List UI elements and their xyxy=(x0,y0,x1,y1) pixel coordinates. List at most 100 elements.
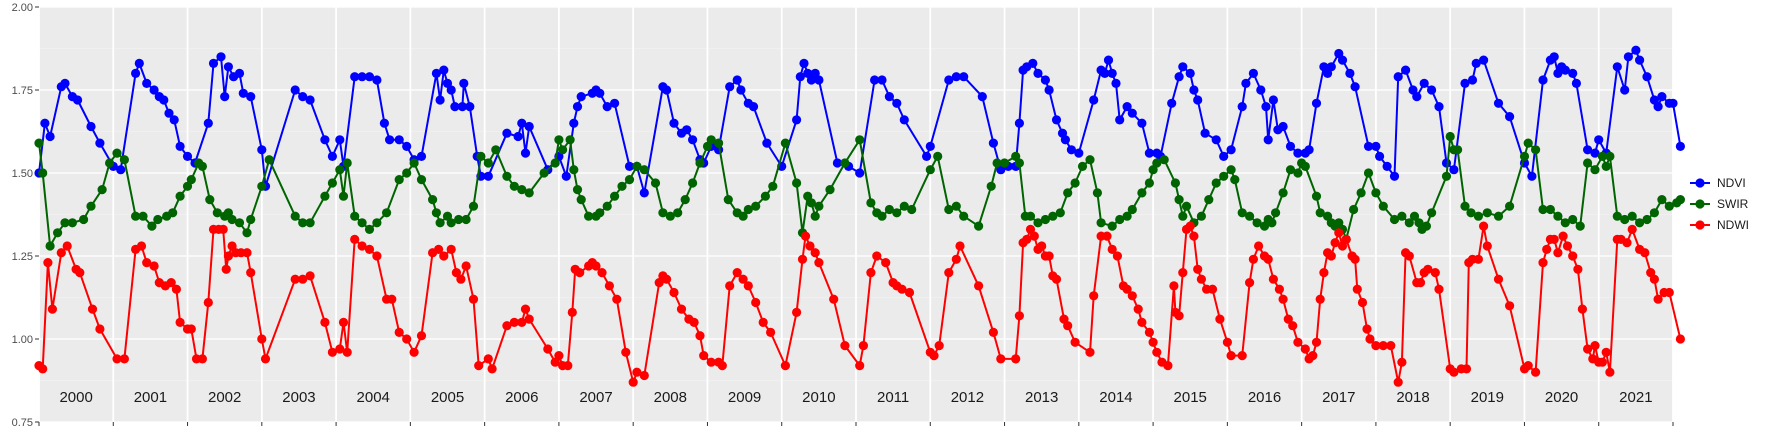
data-point-ndvi xyxy=(520,148,531,158)
data-point-swir xyxy=(738,211,748,221)
data-point-swir xyxy=(639,165,649,175)
data-point-swir xyxy=(1389,214,1400,225)
data-point-ndvi xyxy=(1144,148,1154,158)
data-point-swir xyxy=(1597,151,1607,161)
data-point-ndvi xyxy=(394,135,404,145)
data-point-swir xyxy=(1178,211,1188,221)
data-point-ndwi xyxy=(112,354,122,364)
data-point-swir xyxy=(1293,168,1303,178)
data-point-ndvi xyxy=(1304,145,1314,155)
data-point-ndvi xyxy=(175,141,185,151)
data-point-ndwi xyxy=(1011,354,1021,364)
data-point-ndwi xyxy=(1404,251,1414,261)
data-point-swir xyxy=(491,145,501,155)
data-point-ndvi xyxy=(799,58,809,68)
year-label: 2019 xyxy=(1471,389,1504,406)
data-point-swir xyxy=(1664,201,1674,211)
data-point-swir xyxy=(446,218,456,228)
data-point-ndvi xyxy=(450,102,460,112)
data-point-ndvi xyxy=(298,92,308,102)
data-point-ndwi xyxy=(695,331,705,341)
data-point-ndwi xyxy=(1558,231,1568,241)
data-point-swir xyxy=(34,138,44,148)
data-point-ndvi xyxy=(513,131,523,142)
data-point-ndwi xyxy=(520,304,531,314)
data-point-ndwi xyxy=(1222,337,1232,347)
data-point-swir xyxy=(825,185,835,195)
data-point-ndvi xyxy=(149,85,159,95)
data-point-ndwi xyxy=(372,251,382,261)
data-point-ndwi xyxy=(1627,224,1637,234)
data-point-swir xyxy=(602,201,612,211)
data-point-ndwi xyxy=(1215,314,1225,324)
data-point-swir xyxy=(1226,165,1236,175)
data-point-swir xyxy=(706,135,716,145)
data-point-swir xyxy=(550,158,560,168)
data-point-swir xyxy=(1159,155,1169,165)
year-label: 2006 xyxy=(505,389,538,406)
data-point-swir xyxy=(468,201,479,211)
data-point-ndwi xyxy=(743,281,753,291)
data-point-swir xyxy=(1583,158,1593,168)
data-point-swir xyxy=(431,208,441,218)
data-point-swir xyxy=(1196,211,1206,221)
data-point-swir xyxy=(320,191,330,201)
data-point-swir xyxy=(372,218,382,228)
data-point-ndvi xyxy=(892,98,902,108)
data-point-ndwi xyxy=(1133,304,1143,314)
legend-label: SWIR xyxy=(1717,197,1749,211)
data-point-ndwi xyxy=(1553,248,1563,258)
data-point-swir xyxy=(792,178,802,188)
data-point-ndwi xyxy=(1196,274,1206,284)
data-point-ndwi xyxy=(725,281,735,291)
data-point-ndvi xyxy=(899,115,909,125)
data-point-ndvi xyxy=(1241,78,1251,88)
data-point-ndwi xyxy=(357,241,367,251)
data-point-swir xyxy=(974,221,984,231)
data-point-swir xyxy=(67,218,77,228)
data-point-swir xyxy=(1252,218,1262,228)
data-point-ndvi xyxy=(1493,98,1504,108)
data-point-ndwi xyxy=(632,367,642,377)
data-point-swir xyxy=(1144,178,1154,188)
data-point-ndvi xyxy=(305,95,315,105)
data-point-ndwi xyxy=(738,274,748,284)
data-point-ndvi xyxy=(1189,85,1199,95)
data-point-ndvi xyxy=(40,118,50,128)
data-point-ndvi xyxy=(1479,55,1489,65)
data-point-ndwi xyxy=(1085,347,1095,357)
year-label: 2018 xyxy=(1396,389,1429,406)
data-point-swir xyxy=(483,158,493,168)
data-point-ndwi xyxy=(1102,231,1112,241)
data-point-ndvi xyxy=(1668,98,1678,108)
data-point-swir xyxy=(1137,188,1147,198)
data-point-ndvi xyxy=(73,95,83,105)
data-point-ndwi xyxy=(1278,294,1288,304)
data-point-ndwi xyxy=(1397,357,1407,367)
data-point-swir xyxy=(1271,208,1281,218)
data-point-swir xyxy=(246,214,256,225)
data-point-ndvi xyxy=(688,135,698,145)
data-point-ndvi xyxy=(416,151,427,161)
data-point-ndwi xyxy=(996,354,1006,364)
year-label: 2020 xyxy=(1545,389,1578,406)
data-point-swir xyxy=(1675,195,1685,205)
year-label: 2007 xyxy=(579,389,612,406)
data-point-swir xyxy=(1048,211,1058,221)
data-point-ndwi xyxy=(1248,254,1258,264)
data-point-swir xyxy=(461,214,471,225)
data-point-ndwi xyxy=(87,304,98,314)
data-point-ndwi xyxy=(242,248,252,258)
data-point-ndvi xyxy=(1623,52,1633,62)
data-point-ndwi xyxy=(364,244,375,254)
data-point-ndvi xyxy=(1393,72,1403,82)
data-point-ndvi xyxy=(1226,145,1236,155)
data-point-ndwi xyxy=(1268,274,1278,284)
data-point-ndvi xyxy=(182,151,193,161)
data-point-ndvi xyxy=(1675,141,1685,151)
data-point-swir xyxy=(147,221,157,231)
data-point-swir xyxy=(1070,178,1080,188)
data-point-ndwi xyxy=(872,251,882,261)
data-point-swir xyxy=(576,195,586,205)
data-point-ndwi xyxy=(1352,284,1362,294)
